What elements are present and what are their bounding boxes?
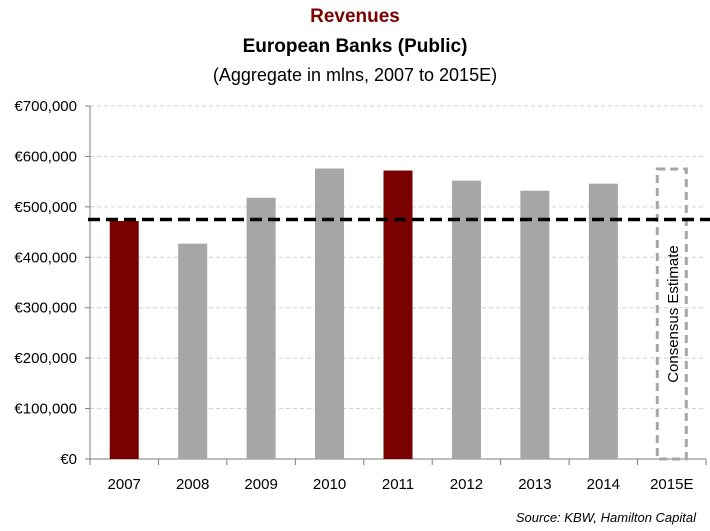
bar-2010	[315, 168, 345, 459]
y-tick-label: €200,000	[14, 350, 77, 367]
x-tick-label: 2007	[108, 476, 141, 493]
bar-estimate-2015E	[655, 167, 688, 461]
y-tick-label: €0	[60, 451, 77, 468]
x-tick-label: 2014	[587, 476, 620, 493]
y-tick-label: €400,000	[14, 249, 77, 266]
estimate-label: Consensus Estimate	[665, 245, 682, 383]
x-tick-label: 2015E	[650, 476, 693, 493]
x-tick-label: 2008	[176, 476, 209, 493]
bar-2011	[383, 170, 413, 459]
x-tick-label: 2010	[313, 476, 346, 493]
chart-title: Revenues	[310, 6, 400, 27]
y-tick-label: €300,000	[14, 300, 77, 317]
y-tick-label: €500,000	[14, 199, 77, 216]
x-tick-label: 2011	[382, 476, 414, 493]
bar-2009	[246, 197, 276, 459]
bar-2012	[451, 180, 481, 460]
source-note: Source: KBW, Hamilton Capital	[515, 510, 696, 525]
y-tick-label: €700,000	[14, 98, 77, 115]
x-tick-label: 2013	[518, 476, 551, 493]
bar-2007	[109, 220, 139, 459]
x-tick-label: 2012	[450, 476, 483, 493]
bar-2008	[178, 243, 208, 459]
chart-subtitle-2: (Aggregate in mlns, 2007 to 2015E)	[212, 65, 498, 85]
bar-2014	[588, 183, 618, 459]
y-tick-label: €100,000	[14, 401, 77, 418]
x-tick-label: 2009	[244, 476, 277, 493]
bar-2013	[520, 190, 550, 459]
y-tick-label: €600,000	[14, 148, 77, 165]
chart-subtitle: European Banks (Public)	[242, 36, 468, 57]
